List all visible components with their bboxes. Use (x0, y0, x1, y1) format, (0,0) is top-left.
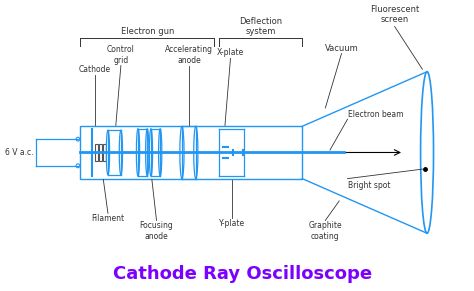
Text: Graphite
coating: Graphite coating (309, 221, 342, 241)
Text: Accelerating
anode: Accelerating anode (165, 45, 213, 65)
Text: Bright spot: Bright spot (348, 181, 391, 190)
Bar (80, 126, 302, 179)
Text: Electron gun: Electron gun (120, 27, 174, 36)
Text: Focusing
anode: Focusing anode (140, 221, 173, 241)
Text: 6 V a.c.: 6 V a.c. (5, 148, 34, 157)
Text: Fluorescent
screen: Fluorescent screen (370, 5, 419, 24)
Text: Control
grid: Control grid (107, 45, 135, 65)
Bar (99, 144, 102, 161)
Text: X-plate: X-plate (217, 48, 244, 57)
Text: Vacuum: Vacuum (325, 44, 358, 53)
Bar (95, 144, 98, 161)
Text: Cathode: Cathode (79, 65, 111, 74)
Text: Cathode Ray Oscilloscope: Cathode Ray Oscilloscope (112, 265, 372, 283)
Text: Electron beam: Electron beam (348, 110, 404, 119)
Text: Filament: Filament (91, 214, 125, 223)
Text: Y-plate: Y-plate (219, 219, 245, 228)
Text: Deflection
system: Deflection system (239, 17, 282, 36)
Bar (103, 144, 106, 161)
